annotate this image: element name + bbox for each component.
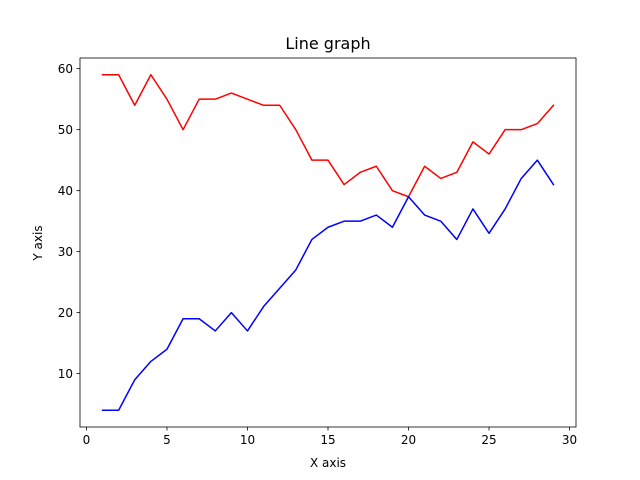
y-tick-label: 20 bbox=[58, 306, 73, 320]
x-tick-label: 15 bbox=[320, 433, 335, 447]
x-tick-label: 30 bbox=[562, 433, 577, 447]
y-tick-label: 40 bbox=[58, 184, 73, 198]
x-axis-label: X axis bbox=[310, 456, 346, 470]
x-tick-label: 10 bbox=[240, 433, 255, 447]
y-tick-label: 60 bbox=[58, 62, 73, 76]
series-line-2 bbox=[101, 159, 555, 411]
x-tick-label: 25 bbox=[481, 433, 496, 447]
series-line-1 bbox=[101, 74, 555, 198]
chart-title: Line graph bbox=[285, 34, 370, 53]
plot-frame bbox=[79, 57, 577, 428]
x-tick-label: 20 bbox=[401, 433, 416, 447]
plot-area: 0 5 10 15 20 25 30 10 20 30 40 50 60 bbox=[58, 57, 577, 447]
x-tick-label: 0 bbox=[83, 433, 91, 447]
y-tick-label: 30 bbox=[58, 245, 73, 259]
y-axis-label: Y axis bbox=[31, 225, 45, 261]
y-tick-label: 50 bbox=[58, 123, 73, 137]
x-tick-label: 5 bbox=[163, 433, 171, 447]
y-tick-label: 10 bbox=[58, 367, 73, 381]
